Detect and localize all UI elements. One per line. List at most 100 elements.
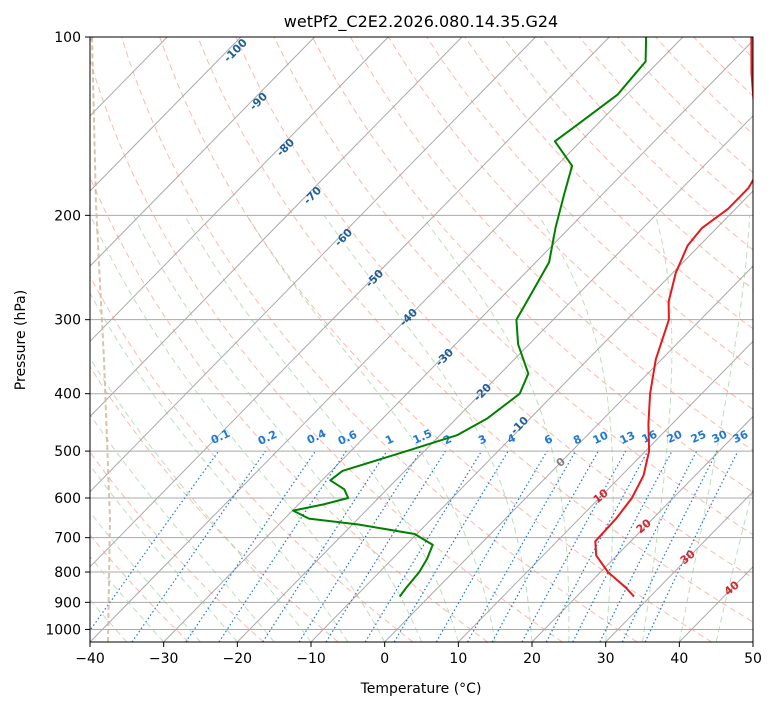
isotherm-line xyxy=(90,37,389,343)
x-tick-label: 20 xyxy=(523,651,541,667)
mixing-ratio-label: 10 xyxy=(591,429,611,447)
isotherm-line xyxy=(605,490,753,642)
y-tick-label: 600 xyxy=(54,491,81,507)
moist-adiabat xyxy=(323,215,533,642)
isotherm-line xyxy=(384,265,753,642)
dry-adiabat xyxy=(426,37,753,370)
x-tick-label: 40 xyxy=(670,651,688,667)
mixing-ratio-label: 36 xyxy=(731,428,751,446)
y-tick-label: 400 xyxy=(54,387,81,403)
dry-adiabat xyxy=(617,37,753,174)
x-axis: −40 −30 −20 −10 0 10 20 30 40 50 xyxy=(75,642,762,667)
moist-adiabat xyxy=(90,215,386,642)
dry-adiabat xyxy=(502,37,753,290)
dry-adiabat xyxy=(90,58,563,642)
dry-adiabat xyxy=(90,275,414,642)
y-tick-label: 800 xyxy=(54,565,81,581)
mixing-ratio-label: 8 xyxy=(571,432,583,447)
x-tick-label: −30 xyxy=(149,651,179,667)
x-tick-label: −20 xyxy=(223,651,253,667)
mixing-ratio-line xyxy=(262,450,388,642)
y-tick-label: 1000 xyxy=(45,622,81,638)
isotherm-line xyxy=(90,37,684,642)
moist-adiabat xyxy=(246,215,496,642)
dry-adiabat xyxy=(90,365,339,642)
plot-frame xyxy=(89,36,754,643)
isotherm-line xyxy=(163,39,753,642)
ice-curve xyxy=(91,37,112,642)
isotherm-line xyxy=(90,37,315,267)
dry-adiabat-label: -70 xyxy=(301,184,324,207)
isotherm-line xyxy=(90,37,242,192)
moist-adiabat xyxy=(715,486,753,642)
x-tick-label: 0 xyxy=(380,651,389,667)
dry-adiabat-label: -100 xyxy=(221,36,250,65)
dry-adiabat xyxy=(273,37,753,536)
dry-adiabat xyxy=(311,37,753,493)
dry-adiabat xyxy=(693,37,753,97)
moist-adiabat xyxy=(642,215,673,642)
x-tick-label: −40 xyxy=(75,651,105,667)
mixing-ratio-line xyxy=(364,450,483,642)
mixing-ratio-label: 0.1 xyxy=(209,427,232,447)
moist-adiabat xyxy=(90,292,349,642)
y-tick-label: 200 xyxy=(54,208,81,224)
mixing-ratio-line xyxy=(131,450,266,642)
isotherm-line xyxy=(236,115,753,642)
isotherm-line xyxy=(90,37,610,568)
sounding-series xyxy=(292,37,753,598)
mixing-ratio-line xyxy=(466,450,577,642)
moist-adiabat xyxy=(90,555,165,642)
mixing-ratio-line xyxy=(435,450,548,642)
mixing-ratio-line xyxy=(218,450,347,642)
dry-adiabat-label: -60 xyxy=(332,226,355,249)
plot-area: 0.1 0.2 0.4 0.6 1 1.5 2 3 4 6 8 10 13 16 20 25 30 36-100-… xyxy=(90,36,753,642)
mixing-ratio-line xyxy=(545,450,649,642)
dry-adiabat xyxy=(235,37,753,579)
mixing-ratio-line xyxy=(185,450,316,642)
dewpoint-profile xyxy=(292,37,648,598)
x-tick-label: −10 xyxy=(296,651,326,667)
moist-adiabat xyxy=(538,215,614,642)
temperature-profile xyxy=(594,37,753,598)
mixing-ratio-line xyxy=(393,450,509,642)
x-tick-label: 50 xyxy=(744,651,762,667)
y-axis-label: Pressure (hPa) xyxy=(13,290,29,390)
mixing-ratio-label: 0.4 xyxy=(305,427,328,447)
isotherm-line xyxy=(752,641,753,642)
mixing-ratio-label: 3 xyxy=(476,432,488,447)
y-tick-label: 500 xyxy=(54,444,81,460)
dry-adiabat xyxy=(655,37,753,135)
dry-adiabat-label: -80 xyxy=(274,136,297,159)
y-tick-label: 100 xyxy=(54,30,81,46)
moist-adiabat xyxy=(90,464,238,642)
y-tick-label: 700 xyxy=(54,531,81,547)
dry-adiabat-label: -50 xyxy=(363,267,386,290)
dry-adiabat xyxy=(197,37,753,623)
isotherm-line xyxy=(457,340,753,642)
moist-adiabat xyxy=(678,215,751,642)
mixing-ratio-lines xyxy=(90,450,739,642)
dry-adiabat xyxy=(349,37,753,452)
chart-title: wetPf2_C2E2.2026.080.14.35.G24 xyxy=(284,12,558,32)
mixing-ratio-line xyxy=(599,450,698,642)
dry-adiabat xyxy=(90,451,264,642)
mixing-ratio-label: 30 xyxy=(710,428,730,446)
moist-adiabat xyxy=(90,357,312,642)
dry-adiabat xyxy=(121,37,638,642)
mixing-ratio-label: 13 xyxy=(618,429,637,447)
mixing-ratio-line xyxy=(572,450,673,642)
isotherm-line xyxy=(531,415,753,642)
mixing-ratio-label: 0.2 xyxy=(256,428,279,448)
mixing-ratio-line xyxy=(325,450,446,642)
isotherm-line xyxy=(310,190,753,642)
mixing-ratio-line xyxy=(621,450,718,642)
mixing-ratio-line xyxy=(521,450,627,642)
x-tick-label: 30 xyxy=(597,651,615,667)
moist-adiabat xyxy=(90,413,275,642)
y-tick-label: 900 xyxy=(54,595,81,611)
moist-adiabats xyxy=(90,215,753,642)
dry-adiabat-label: -90 xyxy=(247,90,270,113)
dry-adiabats xyxy=(90,37,753,642)
